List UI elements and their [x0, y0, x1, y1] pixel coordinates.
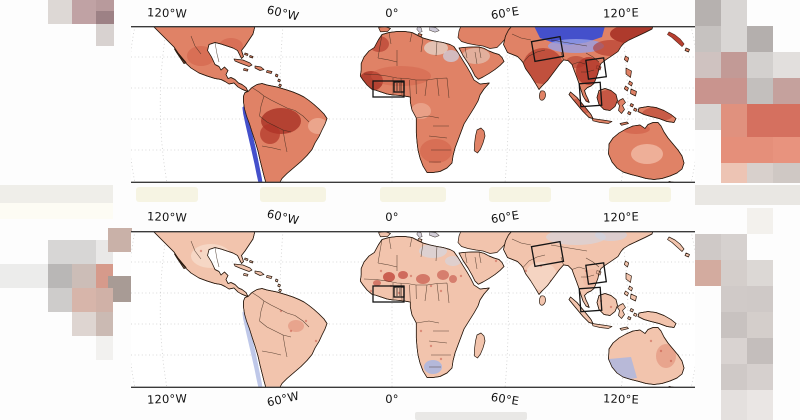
mosaic-cell [721, 286, 747, 312]
mosaic-cell [695, 260, 721, 286]
mosaic-cell [773, 104, 800, 137]
mosaic-cell [96, 288, 113, 312]
mosaic-cell [747, 78, 773, 104]
mosaic-cell [0, 185, 113, 203]
mosaic-cell [721, 234, 747, 260]
mosaic-cell [96, 0, 114, 11]
mosaic-cell [721, 26, 747, 52]
mosaic-cell [96, 11, 114, 24]
mosaic-cell [747, 163, 773, 183]
mosaic-cell [695, 26, 721, 52]
mosaic-cell [747, 338, 773, 364]
mosaic-cell [695, 0, 721, 26]
mosaic-cell [721, 364, 747, 390]
mosaic-cell [48, 288, 72, 312]
lon-tick-0: 0° [385, 210, 399, 224]
mosaic-cell [0, 264, 48, 288]
map-panel-top [131, 26, 695, 183]
gap-smudge [380, 187, 446, 202]
lon-tick-60w: 60°W [265, 388, 301, 410]
mosaic-cell [721, 104, 747, 137]
lon-tick-120w: 120°W [146, 391, 188, 407]
mosaic-cell [72, 0, 96, 24]
blurred-ui-bar [415, 412, 527, 420]
mosaic-cell [72, 264, 96, 288]
lon-tick-60w: 60°W [265, 206, 301, 228]
mosaic-cell [747, 260, 773, 286]
gap-smudge [489, 187, 551, 202]
lon-tick-0: 0° [385, 6, 399, 20]
mosaic-cell [72, 288, 96, 312]
mosaic-cell [773, 137, 800, 163]
gap-smudge [136, 187, 198, 202]
mosaic-cell [747, 390, 773, 420]
mosaic-cell [747, 137, 773, 163]
mosaic-cell [48, 264, 72, 288]
mosaic-cell [721, 137, 747, 163]
map-panel-bottom [131, 231, 695, 388]
lon-tick-120w: 120°W [146, 209, 188, 225]
mosaic-cell [695, 234, 721, 260]
mosaic-cell [747, 26, 773, 52]
mosaic-cell [108, 228, 132, 252]
lon-tick-60e: 60°E [489, 3, 521, 23]
mosaic-cell [747, 312, 773, 338]
mosaic-cell [721, 260, 747, 286]
lon-tick-120e: 120°E [602, 391, 640, 407]
mosaic-cell [721, 390, 747, 420]
mosaic-cell [721, 78, 747, 104]
lon-tick-60w: 60°W [265, 2, 301, 24]
gap-smudge [260, 187, 326, 202]
mosaic-cell [695, 52, 721, 78]
mosaic-cell [695, 185, 800, 205]
mosaic-cell [773, 78, 800, 104]
mosaic-cell [695, 104, 721, 130]
mosaic-cell [721, 0, 747, 26]
lon-tick-60e: 60°E [489, 389, 521, 409]
mosaic-cell [747, 208, 773, 234]
lon-tick-120w: 120°W [146, 5, 188, 21]
mosaic-cell [96, 312, 113, 336]
mosaic-cell [96, 24, 114, 46]
mosaic-cell [747, 364, 773, 390]
mosaic-cell [773, 52, 800, 78]
mosaic-cell [48, 0, 72, 24]
lon-tick-60e: 60°E [489, 207, 521, 227]
mosaic-cell [721, 312, 747, 338]
mosaic-cell [747, 286, 773, 312]
mosaic-cell [721, 163, 747, 183]
gap-smudge [609, 187, 671, 202]
mosaic-cell [747, 104, 773, 137]
lon-tick-0: 0° [385, 392, 399, 406]
mosaic-cell [96, 336, 113, 360]
lon-tick-120e: 120°E [602, 5, 640, 21]
lon-tick-120e: 120°E [602, 209, 640, 225]
mosaic-cell [773, 163, 800, 183]
mosaic-cell [695, 78, 721, 104]
mosaic-cell [721, 338, 747, 364]
mosaic-cell [48, 240, 96, 264]
mosaic-cell [72, 312, 96, 336]
mosaic-cell [0, 203, 113, 219]
mosaic-cell [721, 52, 747, 78]
mosaic-cell [747, 52, 773, 78]
